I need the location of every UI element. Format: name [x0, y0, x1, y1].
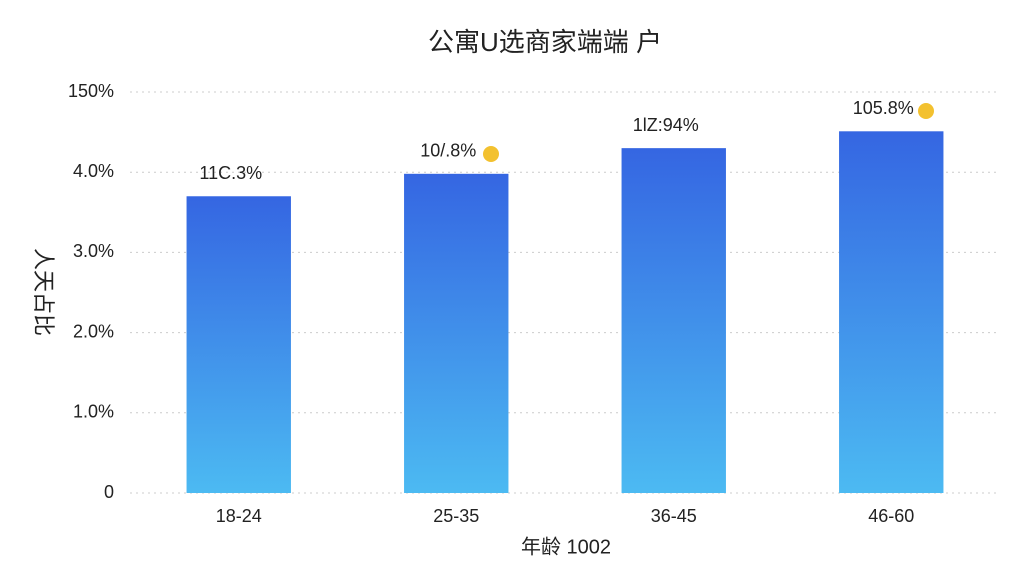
x-tick-label: 18-24	[216, 506, 262, 526]
y-tick-label: 150%	[68, 81, 114, 101]
x-tick-label: 46-60	[868, 506, 914, 526]
y-tick-label: 0	[104, 482, 114, 502]
y-tick-label: 3.0%	[73, 241, 114, 261]
bar	[621, 148, 726, 493]
y-tick-label: 2.0%	[73, 321, 114, 341]
chart-title: 公寓U选商家端端 户	[428, 27, 662, 57]
icon-dot	[483, 146, 499, 162]
x-tick-label: 25-35	[433, 506, 479, 526]
bar	[839, 131, 944, 493]
x-axis-label: 年龄 1002	[521, 535, 611, 558]
bar	[186, 196, 291, 493]
y-tick-label: 1.0%	[73, 402, 114, 422]
y-axis-label: 人天占比	[31, 248, 56, 336]
y-tick-label: 4.0%	[73, 161, 114, 181]
bar-annotation: 105.8%	[853, 98, 914, 118]
bar-annotation: 1lZ:94%	[633, 115, 699, 135]
x-tick-label: 36-45	[651, 506, 697, 526]
bar-annotation: 10/.8%	[420, 141, 476, 161]
bar-annotation: 11C.3%	[199, 163, 262, 183]
icon-dot	[918, 103, 934, 119]
bar	[404, 173, 509, 493]
